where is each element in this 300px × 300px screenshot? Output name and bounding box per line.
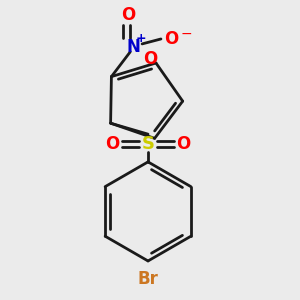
Text: O: O — [177, 135, 191, 153]
Text: N: N — [126, 38, 140, 56]
Text: O: O — [164, 30, 178, 48]
Text: S: S — [142, 135, 154, 153]
Text: −: − — [181, 27, 193, 41]
Text: O: O — [121, 6, 135, 24]
Text: +: + — [136, 32, 146, 46]
Text: Br: Br — [138, 270, 158, 288]
Text: O: O — [105, 135, 119, 153]
Text: O: O — [143, 50, 157, 68]
